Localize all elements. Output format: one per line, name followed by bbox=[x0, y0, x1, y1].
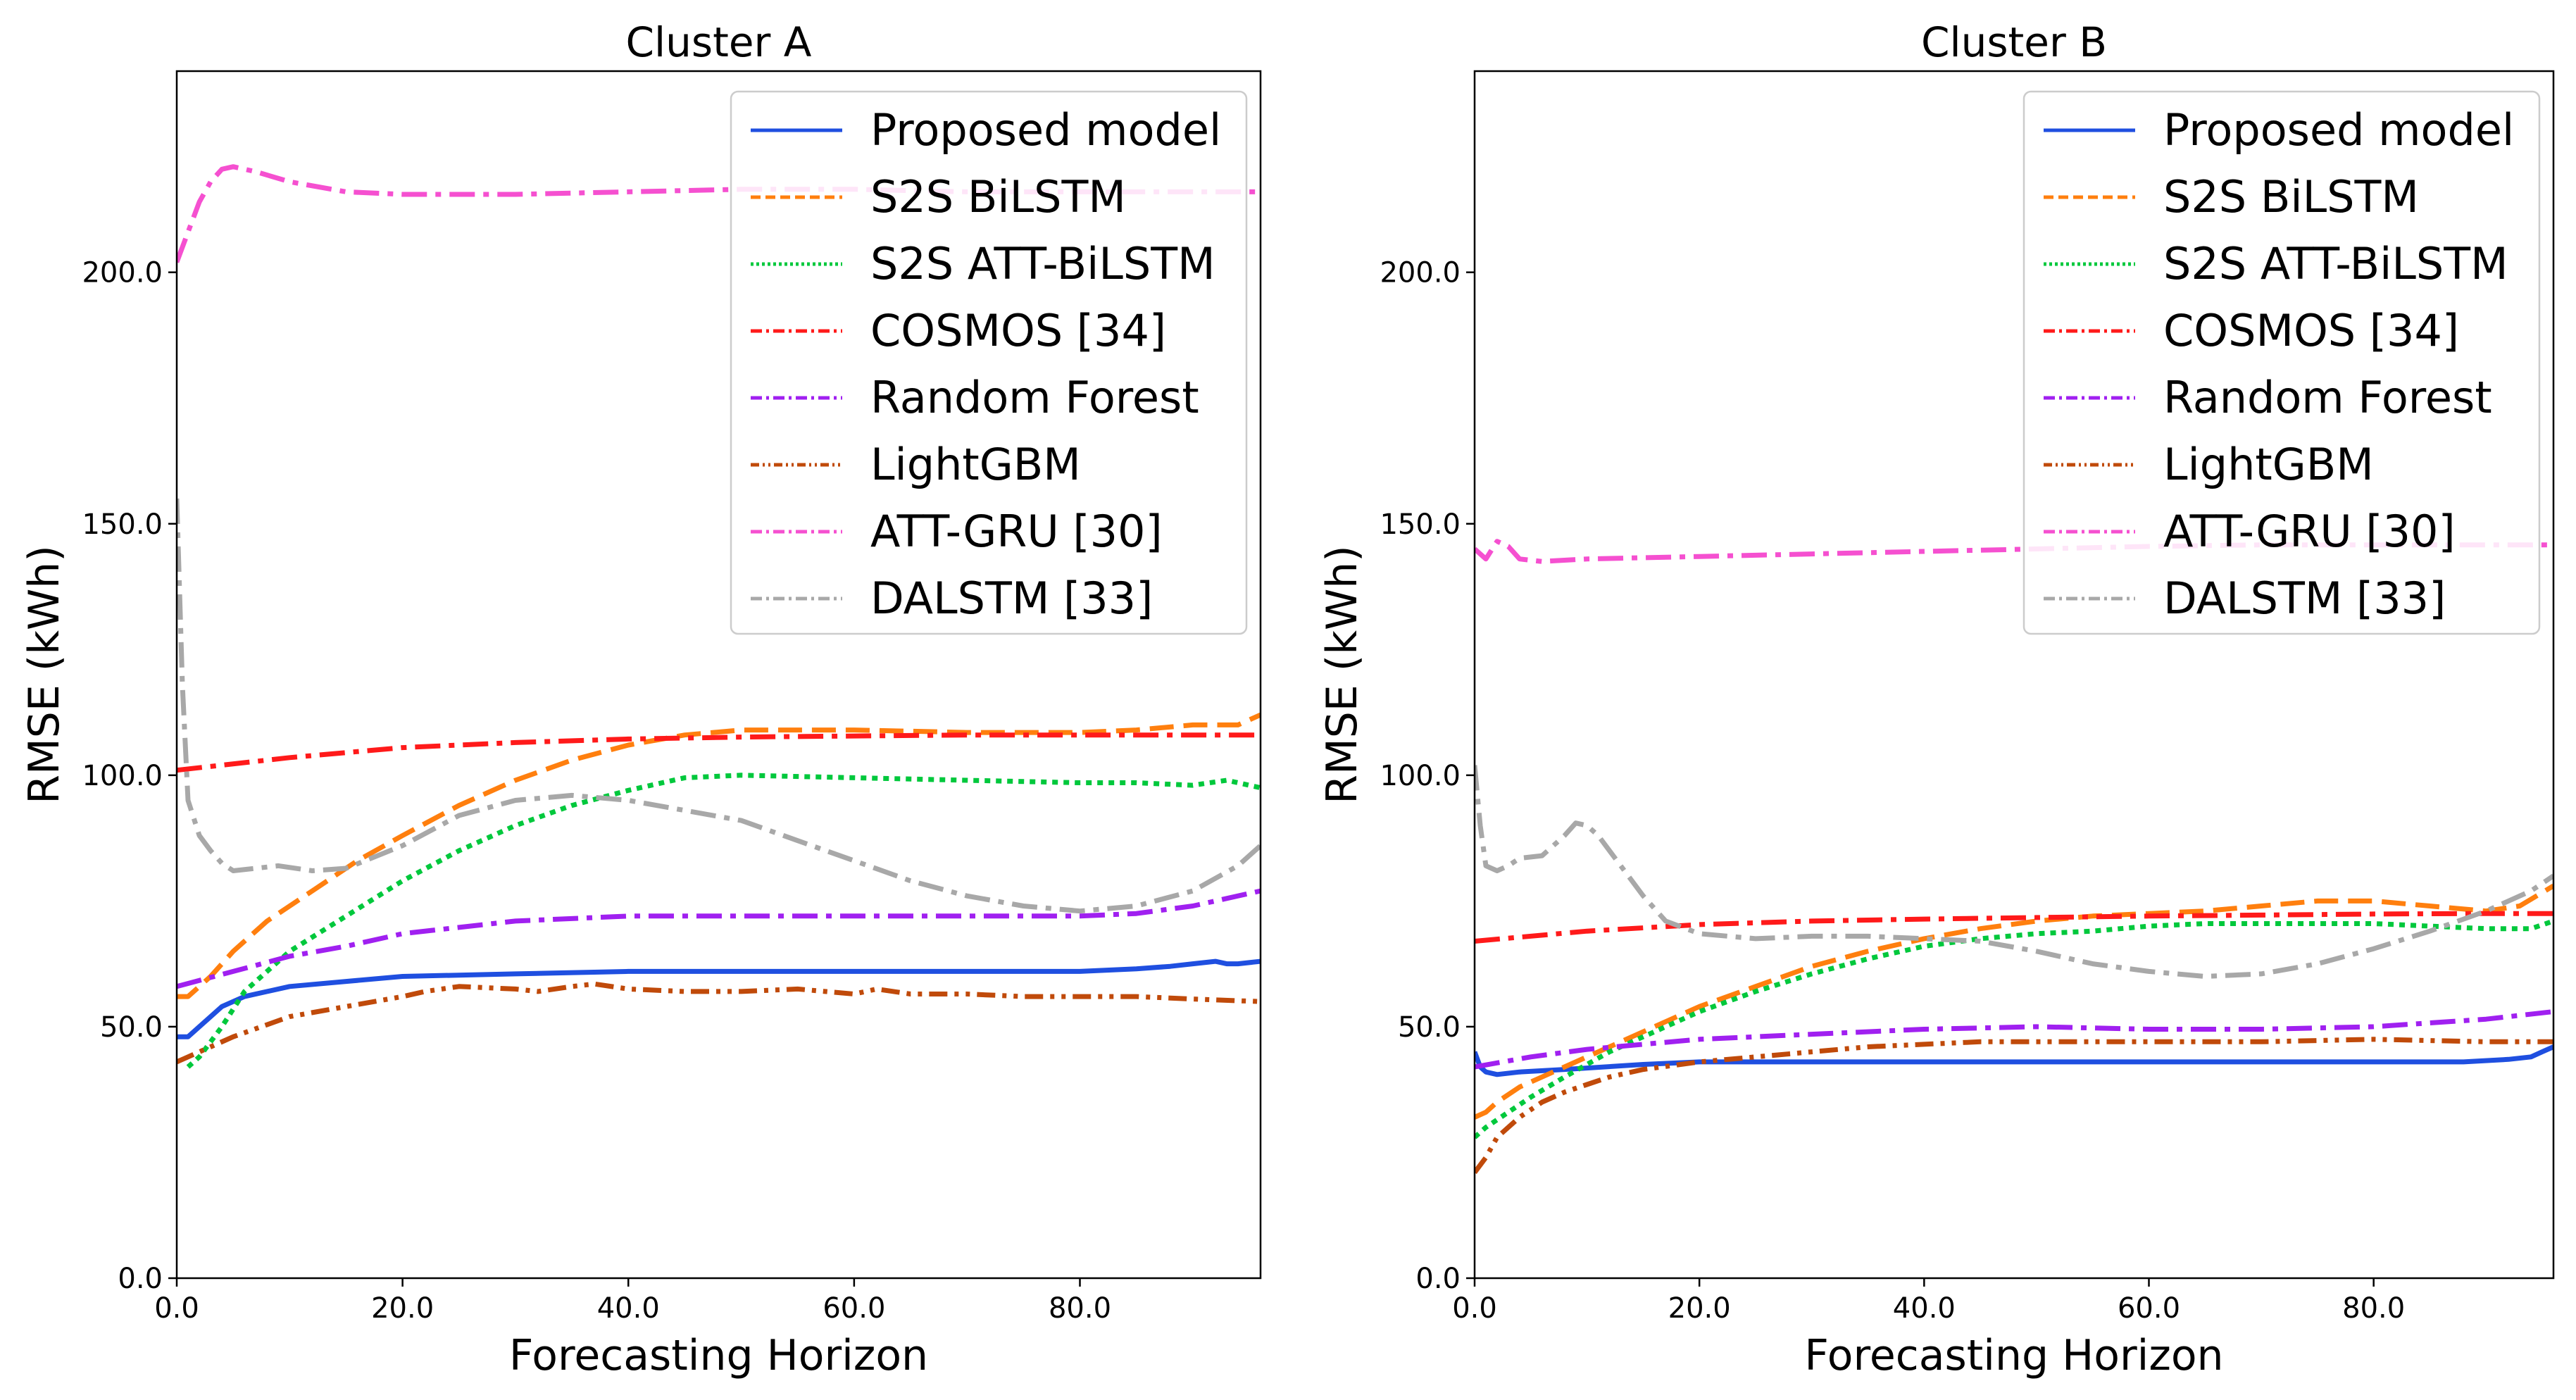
x-tick-label: 60.0 bbox=[823, 1292, 885, 1325]
legend-entry-label: Proposed model bbox=[870, 104, 1221, 156]
x-tick-label: 0.0 bbox=[154, 1292, 199, 1325]
x-tick-label: 60.0 bbox=[2118, 1292, 2180, 1325]
legend-entry-label: S2S BiLSTM bbox=[2163, 171, 2419, 223]
y-tick-label: 150.0 bbox=[1380, 508, 1461, 541]
legend-entry-label: Random Forest bbox=[2163, 372, 2492, 423]
legend-box bbox=[730, 90, 1248, 635]
chart-panel-2: 0.0 20.0 40.0 60.0 80.0 0.0 50.0 100.0 150.0 200.… bbox=[1318, 18, 2555, 1380]
y-tick-label: 0.0 bbox=[1415, 1263, 1461, 1295]
x-tick-label: 80.0 bbox=[2342, 1292, 2405, 1325]
y-tick-label: 0.0 bbox=[118, 1263, 163, 1295]
y-tick-label: 100.0 bbox=[1380, 760, 1461, 792]
x-tick-label: 0.0 bbox=[1452, 1292, 1497, 1325]
x-tick-label: 40.0 bbox=[1893, 1292, 1956, 1325]
series-line-cosmos-34 bbox=[177, 732, 1261, 773]
series-line-lightgbm bbox=[177, 981, 1261, 1065]
legend-entry-label: COSMOS [34] bbox=[2163, 305, 2459, 356]
x-tick-label: 20.0 bbox=[371, 1292, 434, 1325]
series-line-s2s-att-bilstm bbox=[186, 773, 1261, 1069]
legend-entry-label: DALSTM [33] bbox=[870, 573, 1153, 624]
legend-entry-label: Random Forest bbox=[870, 372, 1199, 423]
legend-entry-label: S2S ATT-BiLSTM bbox=[870, 238, 1215, 289]
chart-title: Cluster B bbox=[1921, 18, 2107, 66]
y-axis-label: RMSE (kWh) bbox=[1318, 545, 1367, 804]
y-tick-label: 50.0 bbox=[1398, 1011, 1461, 1044]
chart-title: Cluster A bbox=[626, 18, 812, 66]
x-tick-label: 20.0 bbox=[1668, 1292, 1731, 1325]
legend-entry-label: ATT-GRU [30] bbox=[2163, 506, 2456, 557]
axes-frame bbox=[175, 70, 1262, 1280]
x-tick-label: 80.0 bbox=[1049, 1292, 1111, 1325]
series-line-proposed-model bbox=[177, 958, 1261, 1039]
legend: Proposed model S2S BiLSTM S2S ATT-BiLSTM CO… bbox=[2022, 90, 2541, 635]
x-axis-label: Forecasting Horizon bbox=[509, 1331, 928, 1380]
series-group bbox=[177, 164, 1261, 1069]
series-line-random-forest bbox=[177, 888, 1261, 989]
legend-entry-label: DALSTM [33] bbox=[2163, 573, 2446, 624]
legend-entry-label: LightGBM bbox=[2163, 439, 2374, 490]
x-tick-label: 40.0 bbox=[597, 1292, 660, 1325]
series-line-random-forest bbox=[1475, 1009, 2553, 1070]
x-axis-label: Forecasting Horizon bbox=[1804, 1331, 2223, 1380]
series-line-s2s-att-bilstm bbox=[1475, 918, 2553, 1139]
series-line-proposed-model bbox=[1475, 1044, 2553, 1077]
legend-box bbox=[2022, 90, 2541, 635]
series-line-lightgbm bbox=[1475, 1037, 2553, 1175]
legend: Proposed model S2S BiLSTM S2S ATT-BiLSTM CO… bbox=[730, 90, 1248, 635]
legend-entry-label: LightGBM bbox=[870, 439, 1081, 490]
y-tick-label: 100.0 bbox=[82, 760, 163, 792]
y-tick-label: 200.0 bbox=[82, 257, 163, 289]
series-line-dalstm-33 bbox=[1475, 765, 2553, 979]
legend-entry-label: COSMOS [34] bbox=[870, 305, 1166, 356]
chart-panel-1: 0.0 20.0 40.0 60.0 80.0 0.0 50.0 100.0 150.0 200.… bbox=[20, 18, 1262, 1380]
axes-frame bbox=[1473, 70, 2555, 1280]
legend-entry-label: Proposed model bbox=[2163, 104, 2514, 156]
legend-entry-label: S2S BiLSTM bbox=[870, 171, 1126, 223]
y-tick-label: 150.0 bbox=[82, 508, 163, 541]
series-line-s2s-bilstm bbox=[1475, 883, 2553, 1120]
legend-entry-label: ATT-GRU [30] bbox=[870, 506, 1163, 557]
series-line-cosmos-34 bbox=[1475, 911, 2553, 944]
y-tick-label: 200.0 bbox=[1380, 257, 1461, 289]
legend-entry-label: S2S ATT-BiLSTM bbox=[2163, 238, 2508, 289]
y-axis-label: RMSE (kWh) bbox=[20, 545, 69, 804]
y-tick-label: 50.0 bbox=[100, 1011, 163, 1044]
